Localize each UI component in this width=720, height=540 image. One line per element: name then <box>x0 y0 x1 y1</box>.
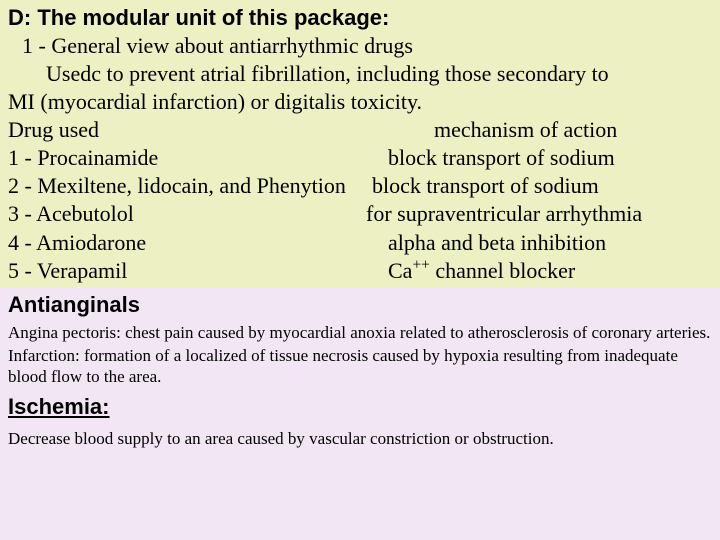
drug-row: 3 - Acebutolol for supraventricular arrh… <box>8 200 712 228</box>
section-antianginals: Antianginals Angina pectoris: chest pain… <box>0 287 720 453</box>
drug-mechanism: block transport of sodium <box>388 144 712 172</box>
drug-mechanism: block transport of sodium <box>372 172 712 200</box>
drug-mechanism: alpha and beta inhibition <box>388 229 712 257</box>
drug-row: 4 - Amiodarone alpha and beta inhibition <box>8 229 712 257</box>
drug-name: 1 - Procainamide <box>8 144 388 172</box>
section-d-line2: Usedc to prevent atrial fibrillation, in… <box>8 60 712 88</box>
drug-row: 5 - Verapamil Ca++ channel blocker <box>8 257 712 285</box>
drug-header-left: Drug used <box>8 116 388 144</box>
drug-row: 2 - Mexiltene, lidocain, and Phenytion b… <box>8 172 712 200</box>
ca-suffix: channel blocker <box>430 258 575 283</box>
drug-table-header: Drug used mechanism of action <box>8 116 712 144</box>
ca-sup: ++ <box>412 256 429 273</box>
ischemia-body: Decrease blood supply to an area caused … <box>8 422 712 449</box>
ca-prefix: Ca <box>388 258 412 283</box>
drug-row: 1 - Procainamide block transport of sodi… <box>8 144 712 172</box>
section-d: D: The modular unit of this package: 1 -… <box>0 0 720 287</box>
section-d-title: D: The modular unit of this package: <box>8 4 712 32</box>
drug-name: 4 - Amiodarone <box>8 229 388 257</box>
drug-header-right: mechanism of action <box>388 116 712 144</box>
drug-name: 5 - Verapamil <box>8 257 388 285</box>
antianginals-p2: Infarction: formation of a localized of … <box>8 343 712 388</box>
section-d-line1: 1 - General view about antiarrhythmic dr… <box>8 32 712 60</box>
antianginals-title: Antianginals <box>8 289 712 320</box>
ischemia-title: Ischemia: <box>8 387 712 422</box>
drug-name: 2 - Mexiltene, lidocain, and Phenytion <box>8 172 372 200</box>
drug-mechanism: Ca++ channel blocker <box>388 257 712 285</box>
section-d-line3: MI (myocardial infarction) or digitalis … <box>8 88 712 116</box>
antianginals-p1: Angina pectoris: chest pain caused by my… <box>8 320 712 343</box>
drug-name: 3 - Acebutolol <box>8 200 366 228</box>
drug-mechanism: for supraventricular arrhythmia <box>366 200 712 228</box>
